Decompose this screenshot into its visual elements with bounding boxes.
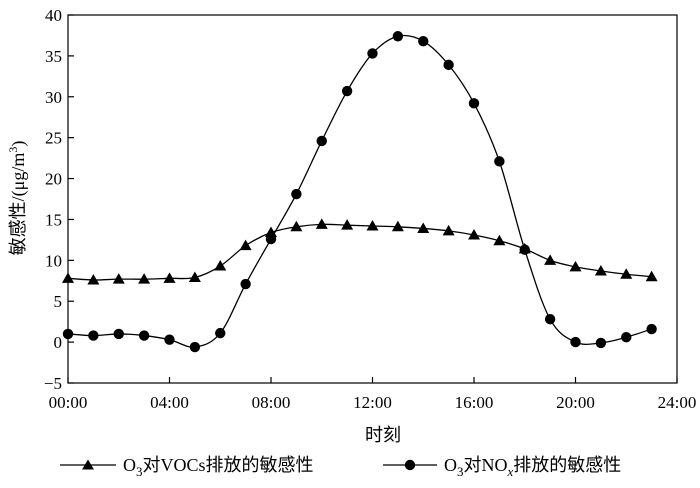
data-point-circle	[494, 156, 505, 167]
legend-label-nox: O3对NOx排放的敏感性	[444, 455, 621, 479]
data-point-circle	[164, 334, 175, 345]
y-tick-label: 25	[45, 129, 62, 148]
legend: O3对VOCs排放的敏感性 O3对NOx排放的敏感性	[60, 455, 621, 479]
x-axis-title: 时刻	[365, 425, 401, 445]
data-point-circle	[621, 332, 632, 343]
legend-item-voc: O3对VOCs排放的敏感性	[60, 455, 314, 479]
data-point-circle	[62, 328, 74, 340]
data-point-triangle	[645, 270, 658, 282]
data-point-triangle	[366, 219, 379, 231]
data-point-circle	[341, 85, 353, 97]
plot-frame	[67, 14, 678, 384]
x-tick-label: 08:00	[252, 393, 291, 412]
data-point-triangle	[62, 272, 74, 283]
x-axis: 00:00 04:00 08:00 12:00 16:00 20:00 24:00	[49, 377, 697, 412]
y-tick-label: 35	[45, 47, 62, 66]
y-axis-title: 敏感性/(μg/m3)	[6, 141, 29, 256]
data-point-circle	[646, 323, 657, 335]
legend-label-voc: O3对VOCs排放的敏感性	[123, 455, 314, 479]
y-tick-label: −5	[44, 374, 62, 393]
data-point-triangle	[188, 271, 201, 283]
legend-triangle-marker	[82, 459, 94, 470]
series-layer	[62, 31, 658, 353]
data-point-triangle	[468, 228, 480, 240]
data-point-triangle	[163, 272, 176, 283]
series-voc	[62, 218, 658, 285]
x-tick-label: 04:00	[150, 393, 189, 412]
data-point-triangle	[493, 234, 506, 246]
y-tick-label: 10	[45, 251, 62, 270]
data-point-triangle	[87, 273, 100, 285]
x-tick-label: 00:00	[49, 393, 88, 412]
plot-border	[67, 14, 678, 384]
x-tick-label: 16:00	[455, 393, 494, 412]
x-tick-label: 20:00	[556, 393, 595, 412]
data-point-circle	[418, 35, 429, 47]
legend-item-nox: O3对NOx排放的敏感性	[383, 455, 621, 479]
data-point-circle	[240, 278, 251, 290]
data-point-circle	[468, 98, 480, 109]
data-point-triangle	[417, 222, 430, 233]
y-tick-label: 15	[45, 210, 62, 229]
data-point-circle	[138, 330, 150, 341]
data-point-triangle	[138, 273, 151, 284]
data-point-triangle	[620, 268, 633, 279]
y-tick-label: 0	[54, 333, 63, 352]
data-point-triangle	[239, 239, 252, 251]
data-point-circle	[392, 31, 404, 42]
data-point-triangle	[341, 219, 354, 230]
data-point-circle	[316, 135, 327, 147]
data-point-circle	[570, 336, 581, 348]
data-point-circle	[189, 341, 201, 353]
y-tick-label: 5	[54, 292, 63, 311]
series-line	[67, 34, 652, 348]
data-point-circle	[291, 188, 302, 200]
data-point-triangle	[594, 264, 607, 276]
legend-circle-marker	[404, 459, 416, 471]
data-point-triangle	[391, 220, 404, 232]
data-point-circle	[595, 337, 607, 349]
data-point-circle	[367, 48, 378, 59]
data-point-triangle	[112, 273, 125, 284]
series-nox	[62, 31, 657, 353]
y-tick-label: 20	[45, 170, 62, 189]
data-point-circle	[113, 328, 124, 340]
data-point-circle	[544, 314, 556, 325]
data-point-circle	[88, 330, 99, 341]
data-point-circle	[519, 244, 530, 255]
data-point-circle	[265, 233, 277, 245]
y-axis: −5 0 5 10 15 20 25 30 35 40	[44, 6, 74, 393]
x-tick-label: 12:00	[353, 393, 392, 412]
data-point-triangle	[315, 218, 328, 229]
x-tick-label: 24:00	[658, 393, 697, 412]
data-point-triangle	[290, 220, 303, 232]
data-point-triangle	[442, 224, 455, 236]
data-point-triangle	[214, 260, 227, 271]
data-point-triangle	[569, 260, 582, 272]
data-point-circle	[443, 59, 454, 71]
data-point-circle	[215, 327, 226, 339]
y-tick-label: 40	[45, 6, 62, 25]
series-line	[67, 223, 652, 281]
data-point-triangle	[544, 254, 557, 265]
y-tick-label: 30	[45, 88, 62, 107]
